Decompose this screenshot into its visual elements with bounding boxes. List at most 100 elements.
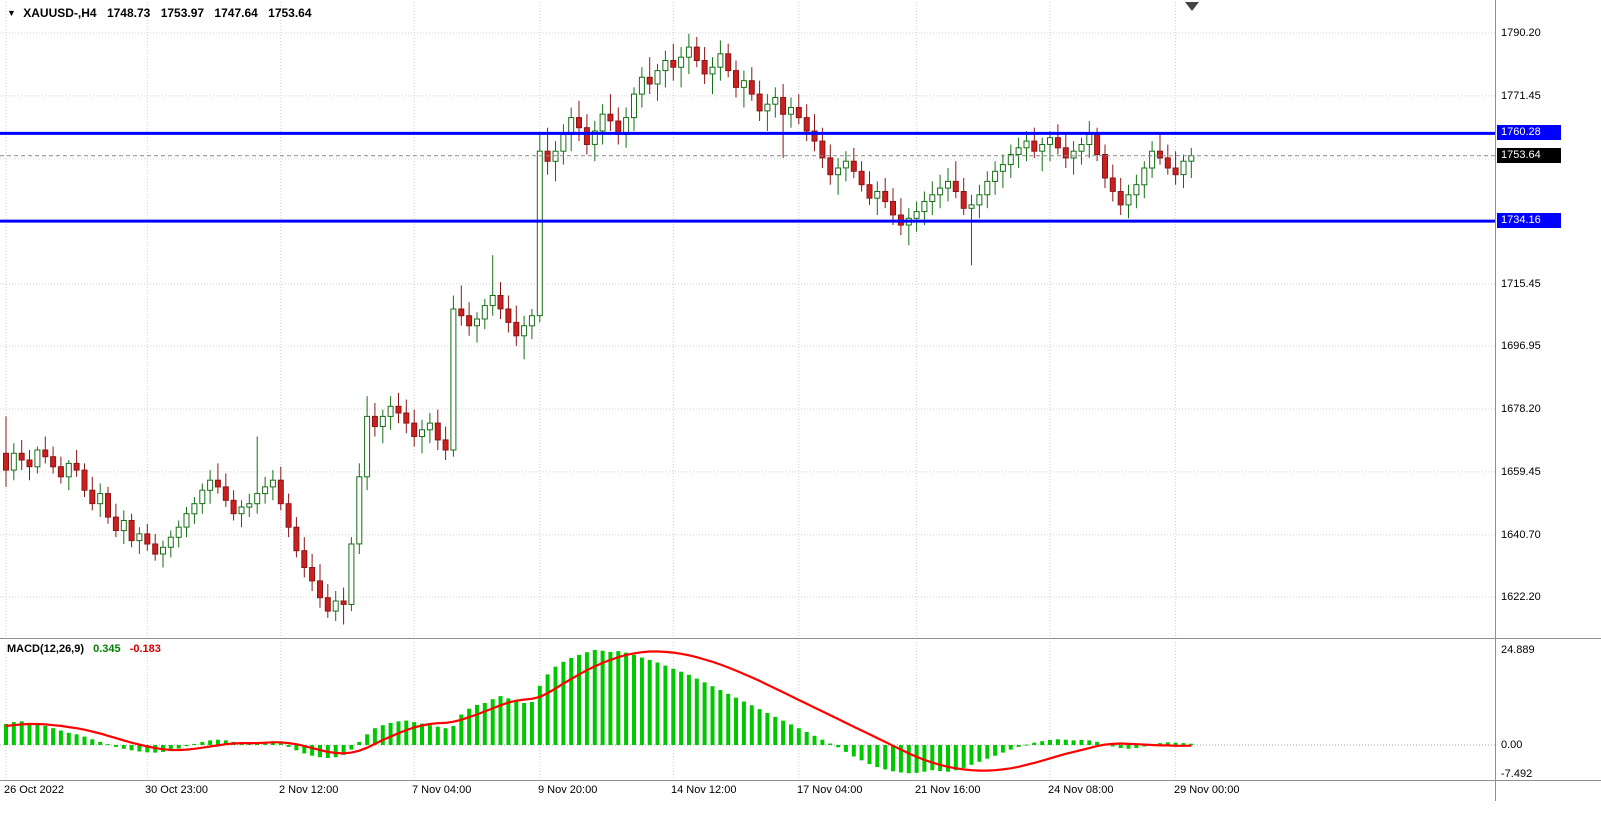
macd-histogram-bar	[773, 716, 778, 745]
candle-body	[262, 486, 269, 495]
macd-histogram-bar	[843, 745, 848, 752]
candle-body	[576, 117, 582, 129]
macd-histogram-bar	[51, 728, 56, 745]
macd-histogram-bar	[686, 674, 691, 745]
macd-histogram-bar	[1016, 745, 1021, 747]
macd-histogram-bar	[1079, 740, 1084, 745]
macd-histogram-bar	[223, 740, 228, 745]
candle-body	[426, 422, 433, 431]
macd-histogram-bar	[451, 725, 456, 745]
macd-histogram-bar	[734, 697, 738, 745]
candle-body	[199, 489, 206, 505]
candle-body	[992, 170, 999, 182]
candle-body	[309, 567, 316, 582]
macd-histogram-bar	[98, 741, 103, 745]
candle-body	[756, 93, 763, 112]
candle-body	[50, 456, 57, 468]
macd-histogram-bar	[851, 745, 856, 757]
candle-body	[811, 130, 818, 142]
candle-body	[1172, 167, 1179, 176]
macd-histogram-bar	[1024, 744, 1029, 746]
candle-body	[246, 503, 253, 508]
candle-body	[772, 97, 779, 105]
ohlc-close: 1753.64	[268, 6, 312, 20]
macd-histogram-bar	[663, 665, 668, 745]
price-axis[interactable]: 1790.20 1771.45 1715.45 1696.95 1678.20 1659.…	[1496, 0, 1601, 801]
candle-body	[1133, 184, 1140, 196]
candle-body	[685, 46, 692, 58]
candle-body	[1141, 167, 1148, 186]
candle-body	[835, 167, 842, 176]
candle-body	[1047, 137, 1053, 145]
candle-body	[740, 80, 747, 88]
candle-body	[646, 76, 653, 85]
macd-histogram-bar	[349, 745, 354, 750]
macd-histogram-bar	[215, 739, 220, 745]
macd-histogram-bar	[639, 657, 644, 745]
candle-body	[269, 479, 276, 488]
time-axis-label: 29 Nov 00:00	[1174, 784, 1240, 796]
macd-histogram-bar	[106, 744, 110, 746]
macd-histogram-bar	[1032, 742, 1037, 745]
macd-histogram-bar	[906, 745, 911, 774]
candle-body	[450, 308, 457, 451]
macd-histogram-bar	[200, 741, 205, 745]
macd-histogram-bar	[1126, 745, 1131, 749]
candle-body	[293, 526, 300, 552]
time-axis[interactable]: 26 Oct 2022 30 Oct 23:00 2 Nov 12:00 7 Nov …	[0, 781, 1496, 803]
macd-histogram-bar	[365, 734, 370, 745]
macd-histogram-bar	[1063, 739, 1068, 745]
symbol-dropdown-icon[interactable]: ▼	[7, 8, 16, 18]
macd-signal-value: -0.183	[129, 643, 161, 655]
macd-histogram-bar	[859, 745, 864, 761]
macd-histogram-bar	[812, 735, 817, 745]
candle-body	[489, 295, 496, 307]
candle-body	[1180, 160, 1187, 176]
macd-histogram-bar	[341, 745, 346, 755]
candle-body	[1102, 154, 1108, 179]
candle-body	[803, 117, 810, 132]
macd-histogram-bar	[4, 724, 8, 745]
candle-body	[764, 103, 771, 112]
macd-histogram-bar	[184, 745, 189, 747]
macd-histogram-bar	[176, 745, 181, 749]
candle-body	[1023, 140, 1030, 149]
candle-body	[42, 449, 49, 458]
macd-histogram-bar	[420, 723, 424, 745]
candle-body	[1149, 150, 1156, 169]
candle-body	[324, 597, 331, 612]
candle-body	[238, 506, 245, 515]
price-axis-label: 1771.45	[1501, 90, 1541, 102]
macd-histogram-bar	[435, 726, 440, 745]
macd-histogram-bar	[969, 745, 974, 765]
candle-body	[207, 479, 214, 491]
macd-histogram-bar	[592, 649, 597, 745]
chart-shift-icon[interactable]	[1185, 2, 1199, 11]
macd-histogram-bar	[1181, 743, 1186, 745]
candle-body	[356, 476, 363, 545]
candle-body	[788, 107, 794, 115]
macd-histogram-bar	[137, 745, 142, 752]
macd-histogram-bar	[404, 720, 409, 745]
candle-body	[1164, 157, 1171, 169]
ohlc-high: 1753.97	[160, 6, 205, 20]
candle-body	[795, 107, 802, 119]
candle-body	[717, 53, 724, 68]
candle-body	[89, 489, 96, 505]
candle-body	[442, 439, 449, 451]
macd-histogram-bar	[388, 722, 393, 745]
candle-body	[591, 130, 598, 145]
candle-body	[505, 308, 512, 323]
macd-histogram-bar	[529, 701, 534, 745]
time-axis-label: 24 Nov 08:00	[1048, 784, 1114, 796]
candle-body	[222, 486, 229, 501]
candle-body	[874, 191, 881, 199]
macd-histogram-bar	[427, 725, 432, 745]
macd-histogram-bar	[616, 651, 621, 745]
time-axis-label: 2 Nov 12:00	[279, 784, 339, 796]
candle-body	[81, 469, 88, 491]
macd-histogram-bar	[765, 712, 770, 745]
candle-body	[842, 160, 849, 169]
